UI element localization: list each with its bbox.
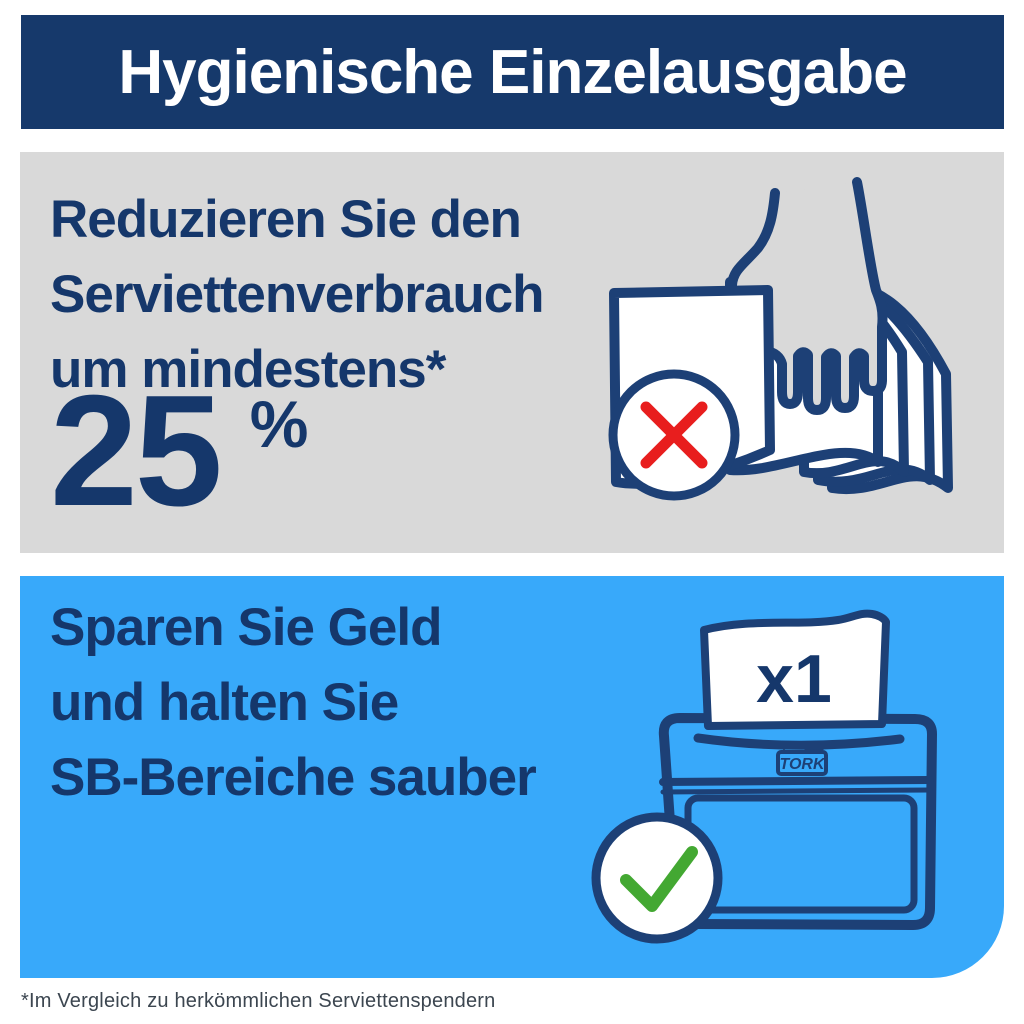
reduce-headline: Reduzieren Sie den Serviettenverbrauch u… bbox=[50, 182, 545, 407]
stat-25-percent: 25 % bbox=[50, 363, 309, 539]
stat-value: 25 bbox=[50, 363, 223, 539]
save-headline: Sparen Sie Geld und halten Sie SB-Bereic… bbox=[50, 590, 537, 815]
panel-save-money: Sparen Sie Geld und halten Sie SB-Bereic… bbox=[20, 576, 1004, 978]
stat-unit: % bbox=[249, 387, 309, 461]
reduce-headline-line-1: Reduzieren Sie den bbox=[50, 190, 522, 249]
dispenser-front-panel bbox=[684, 794, 918, 914]
save-headline-line-3: SB-Bereiche sauber bbox=[50, 748, 537, 807]
check-icon bbox=[620, 846, 698, 912]
header-banner: Hygienische Einzelausgabe bbox=[21, 15, 1004, 129]
napkin-count-label: x1 bbox=[756, 641, 832, 717]
save-headline-line-2: und halten Sie bbox=[50, 673, 399, 732]
save-headline-line-1: Sparen Sie Geld bbox=[50, 598, 442, 657]
tork-logo-text: TORK bbox=[779, 756, 825, 773]
footnote: *Im Vergleich zu herkömmlichen Serviette… bbox=[21, 990, 496, 1012]
approved-circle bbox=[591, 812, 723, 944]
page-title: Hygienische Einzelausgabe bbox=[118, 37, 907, 107]
reduce-headline-line-3: um mindestens* bbox=[50, 340, 446, 399]
prohibited-x-icon bbox=[640, 401, 708, 469]
dispenser-body bbox=[658, 713, 937, 930]
panel-reduce-consumption: Reduzieren Sie den Serviettenverbrauch u… bbox=[20, 152, 1004, 553]
dispensed-napkin bbox=[700, 609, 890, 730]
dispenser-illustration: TORK x1 bbox=[591, 609, 937, 944]
reduce-headline-line-2: Serviettenverbrauch bbox=[50, 265, 545, 324]
napkin-grab-illustration bbox=[608, 177, 953, 501]
